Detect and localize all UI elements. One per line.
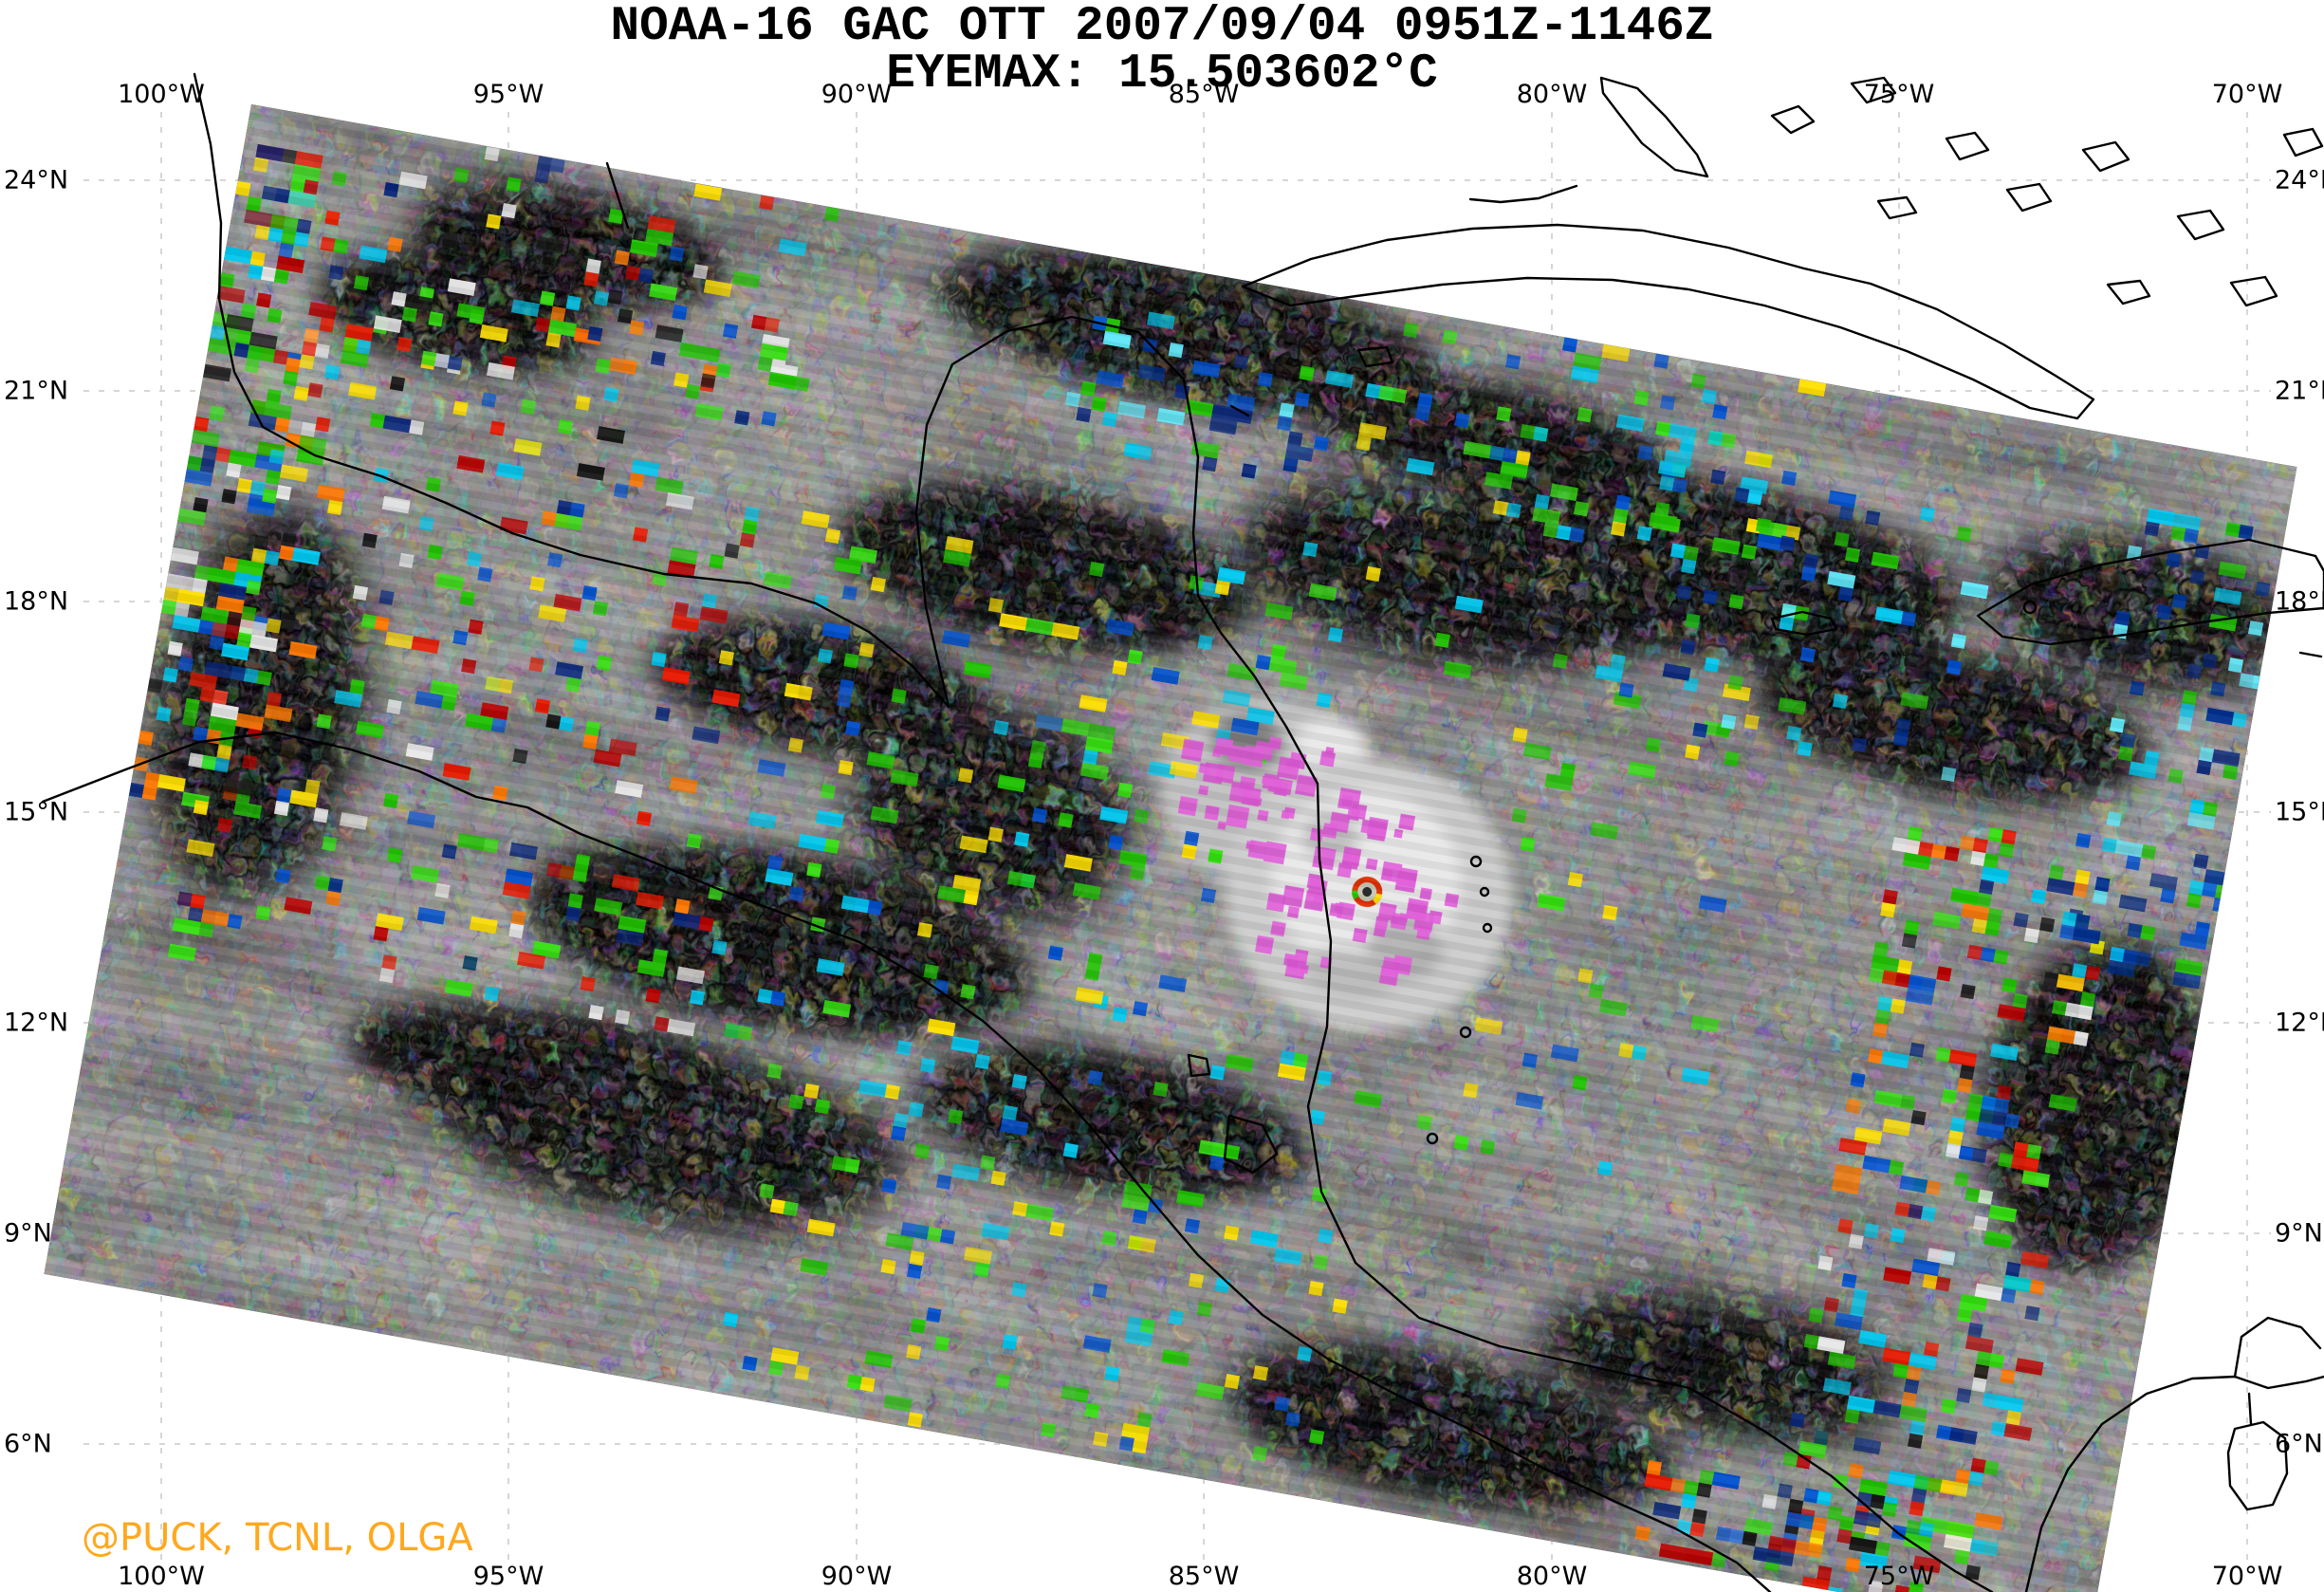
watermark-credit: @PUCK, TCNL, OLGA	[82, 1516, 473, 1560]
coastline-tamaulipas-fragment	[605, 161, 630, 230]
coastline-bahama-2	[1850, 76, 1897, 104]
lat-label-left: 12°N	[4, 1008, 69, 1038]
coastline-mexico-gulf-coast	[193, 72, 950, 709]
lon-label-bottom: 95°W	[472, 1562, 544, 1591]
coastline-bahama-1	[1770, 104, 1816, 135]
lat-label-left: 21°N	[4, 376, 69, 406]
coastline-bahama-4	[2005, 182, 2053, 213]
lon-label-top: 80°W	[1516, 80, 1588, 109]
coastline-lake-maracaibo	[2226, 1420, 2289, 1511]
lat-label-left: 6°N	[4, 1429, 52, 1459]
lon-label-top: 100°W	[118, 80, 205, 109]
lat-label-left: 24°N	[4, 165, 69, 195]
lon-label-top: 90°W	[821, 80, 893, 109]
coastline-yucatan-outline	[914, 315, 1223, 709]
coastline-lake-nicaragua	[1223, 1114, 1279, 1175]
coastline-lake-managua	[1187, 1053, 1211, 1078]
coastline-cuba	[1241, 223, 2095, 420]
lat-label-right: 9°N	[2275, 1218, 2323, 1249]
coastline-guajira-peninsula	[2233, 1316, 2322, 1379]
lat-label-left: 9°N	[4, 1218, 52, 1249]
coastline-jamaica	[1770, 610, 1838, 637]
satellite-scene	[44, 104, 2297, 1592]
figure-subtitle-eyemax: EYEMAX: 15.503602°C	[886, 47, 1438, 102]
lat-label-right: 6°N	[2275, 1429, 2323, 1459]
lon-label-top: 70°W	[2211, 80, 2283, 109]
coastline-maracaibo-neck	[2247, 1392, 2253, 1426]
lat-label-left: 18°N	[4, 586, 69, 617]
lat-label-right: 12°N	[2275, 1008, 2324, 1038]
lat-label-right: 15°N	[2275, 797, 2324, 827]
satellite-swath	[44, 104, 2297, 1592]
coastline-pacific-coast	[41, 731, 1772, 1592]
coastline-florida-keys	[1468, 184, 1578, 204]
coastline-central-america-caribbean-coast	[1219, 631, 1994, 1592]
coastline-bahama-7	[2229, 275, 2278, 307]
coastline-bahama-6	[2176, 209, 2225, 241]
lon-label-top: 85°W	[1168, 80, 1240, 109]
coastline-hispaniola	[1976, 538, 2324, 646]
lon-label-bottom: 70°W	[2211, 1562, 2283, 1591]
lon-label-bottom: 90°W	[821, 1562, 893, 1591]
lon-label-bottom: 80°W	[1516, 1562, 1588, 1591]
coastline-bahama-10	[1876, 195, 1918, 220]
scanline-texture	[44, 104, 2297, 1592]
lat-label-right: 21°N	[2275, 376, 2324, 406]
lon-label-bottom: 100°W	[118, 1562, 205, 1591]
coastline-bahama-3	[1945, 131, 1990, 161]
coastline-cozumel	[1229, 404, 1250, 417]
coastline-small-island-right	[2298, 651, 2323, 658]
lon-label-top: 95°W	[472, 80, 544, 109]
coastline-isla-juventud	[1356, 345, 1394, 368]
coastline-bahama-5	[2081, 140, 2130, 173]
coastline-bahama-9	[2106, 279, 2151, 305]
coastline-florida-tip	[1599, 76, 1709, 178]
lat-label-right: 18°N	[2275, 586, 2324, 617]
lon-label-bottom: 75°W	[1863, 1562, 1935, 1591]
lat-label-right: 24°N	[2275, 165, 2324, 195]
figure-title: NOAA-16 GAC OTT 2007/09/04 0951Z-1146Z	[610, 0, 1714, 54]
coastline-south-america-coast	[2024, 1375, 2324, 1592]
lat-label-left: 15°N	[4, 797, 69, 827]
lon-label-bottom: 85°W	[1168, 1562, 1240, 1591]
coastline-bahama-8	[2282, 127, 2324, 157]
lon-label-top: 75°W	[1863, 80, 1935, 109]
